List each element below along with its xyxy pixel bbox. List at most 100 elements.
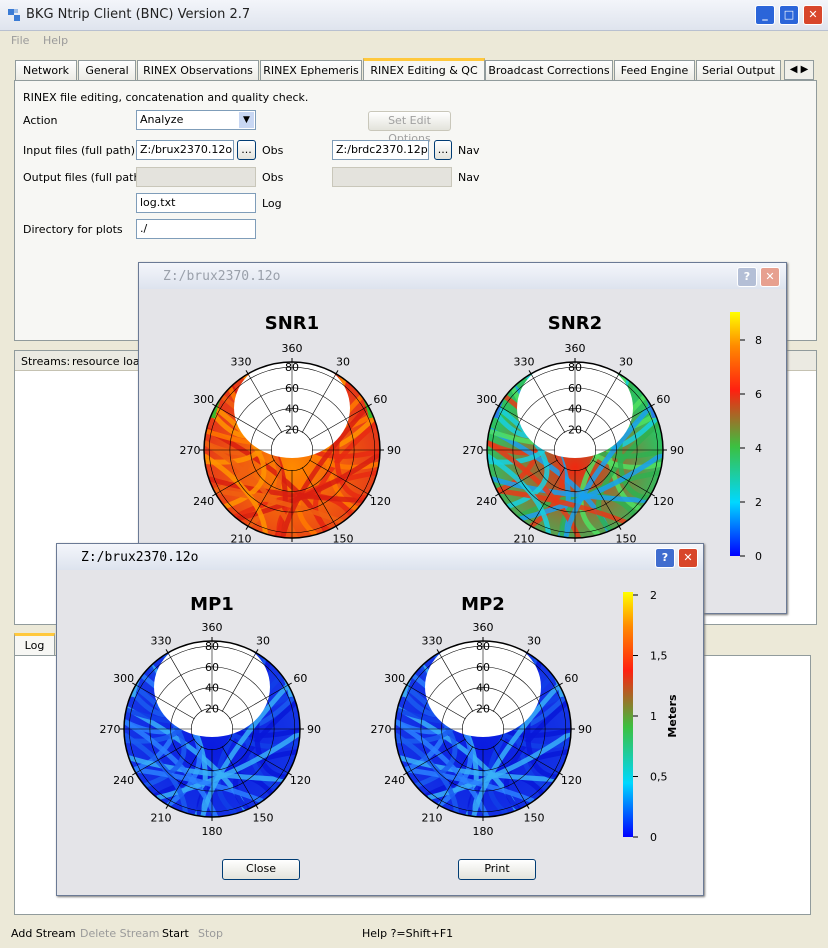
tab[interactable]: Network <box>15 60 77 80</box>
input-obs-field[interactable]: Z:/brux2370.12o <box>136 140 234 160</box>
nav-suffix: Nav <box>458 144 480 157</box>
track <box>133 767 264 804</box>
polar-tick <box>245 370 249 375</box>
close-button[interactable]: Close <box>222 859 300 880</box>
azimuth-label: 330 <box>231 356 252 369</box>
polar-spoke <box>530 373 566 433</box>
delete-stream-button[interactable]: Delete Stream <box>80 927 160 940</box>
set-edit-options-button[interactable]: Set Edit Options <box>368 111 451 145</box>
obs-suffix: Obs <box>262 144 284 157</box>
track <box>404 684 458 788</box>
colorbar <box>623 592 633 837</box>
plots-label: Directory for plots <box>23 223 123 236</box>
azimuth-label: 90 <box>387 444 401 457</box>
log-field[interactable]: log.txt <box>136 193 256 213</box>
track <box>133 684 187 788</box>
tab[interactable]: General <box>78 60 136 80</box>
plot-canvas: MP12040608036030609012015018021024027030… <box>100 589 680 844</box>
action-value: Analyze <box>140 113 184 126</box>
close-dialog-button[interactable]: ✕ <box>760 267 780 287</box>
polar-spoke <box>167 746 203 806</box>
menu-help[interactable]: Help <box>43 34 69 47</box>
colorbar-label: 2 <box>755 496 762 509</box>
close-window-button[interactable]: ✕ <box>803 5 823 25</box>
polar-tick <box>212 403 217 407</box>
output-nav-field[interactable] <box>332 167 452 187</box>
polar-tick <box>526 649 530 654</box>
minimize-button[interactable]: _ <box>755 5 775 25</box>
polar-spoke <box>492 652 528 712</box>
tab[interactable]: Broadcast Corrections <box>485 60 613 80</box>
polar-spoke <box>229 738 289 774</box>
log-tab[interactable]: Log <box>14 633 55 655</box>
polar-tick <box>528 525 532 530</box>
polar-spoke <box>229 684 289 720</box>
azimuth-label: 300 <box>384 672 405 685</box>
plot-title: MP1 <box>190 594 234 615</box>
browse-button[interactable]: ... <box>237 140 256 160</box>
polar-spoke <box>438 652 474 712</box>
polar-tick <box>245 525 249 530</box>
stop-button[interactable]: Stop <box>198 927 224 940</box>
azimuth-label: 30 <box>256 635 270 648</box>
polar-spoke <box>215 405 275 441</box>
azimuth-label: 60 <box>293 672 307 685</box>
tab[interactable]: RINEX Ephemeris <box>260 60 362 80</box>
dialog-title-bar <box>139 263 786 289</box>
print-button[interactable]: Print <box>458 859 536 880</box>
polar-spoke <box>167 652 203 712</box>
polar-tick <box>367 403 372 407</box>
track <box>496 488 627 525</box>
colorbar-title: Meters <box>666 694 679 738</box>
output-obs-field[interactable] <box>136 167 256 187</box>
menu-file[interactable]: File <box>11 34 30 47</box>
polar-spoke <box>592 405 652 441</box>
plots-field[interactable]: ./ <box>136 219 256 239</box>
azimuth-label: 210 <box>231 532 252 545</box>
polar-tick <box>132 682 137 686</box>
tab[interactable]: Feed Engine <box>614 60 695 80</box>
colorbar-label: 1,5 <box>650 650 668 663</box>
azimuth-label: 270 <box>100 723 121 736</box>
add-stream-button[interactable]: Add Stream <box>11 927 76 940</box>
azimuth-label: 150 <box>616 532 637 545</box>
azimuth-label: 270 <box>463 444 484 457</box>
tab[interactable]: Serial Output <box>696 60 781 80</box>
maximize-button[interactable]: □ <box>779 5 799 25</box>
azimuth-label: 360 <box>282 342 303 355</box>
status-help: Help ?=Shift+F1 <box>362 927 454 940</box>
action-combo[interactable]: Analyze ▼ <box>136 110 256 130</box>
nav-suffix: Nav <box>458 171 480 184</box>
tab[interactable]: RINEX Observations <box>137 60 259 80</box>
polar-tick <box>403 772 408 776</box>
colorbar-label: 4 <box>755 442 762 455</box>
help-button[interactable]: ? <box>655 548 675 568</box>
colorbar-label: 0 <box>650 831 657 844</box>
polar-tick <box>255 804 259 809</box>
browse-button[interactable]: ... <box>434 140 452 160</box>
azimuth-label: 150 <box>524 811 545 824</box>
azimuth-label: 240 <box>384 774 405 787</box>
polar-spoke <box>498 405 558 441</box>
azimuth-label: 300 <box>113 672 134 685</box>
polar-spoke <box>135 684 195 720</box>
track <box>404 767 535 804</box>
track <box>395 719 490 817</box>
input-nav-field[interactable]: Z:/brdc2370.12p <box>332 140 429 160</box>
track <box>128 755 285 782</box>
polar-tick <box>436 649 440 654</box>
polar-tick <box>132 772 137 776</box>
azimuth-label: 60 <box>373 393 387 406</box>
plot-dialog: Z:/brux2370.12o ? ✕ MP1 20 40 60 80 360 30 60 90… <box>56 543 704 896</box>
tab-scroll[interactable]: ◀ ▶ <box>784 60 814 80</box>
tab[interactable]: RINEX Editing & QC <box>363 58 485 81</box>
track <box>496 405 550 509</box>
polar-spoke <box>301 373 337 433</box>
start-button[interactable]: Start <box>162 927 189 940</box>
track <box>399 755 556 782</box>
close-dialog-button[interactable]: ✕ <box>678 548 698 568</box>
log-suffix: Log <box>262 197 282 210</box>
azimuth-label: 240 <box>113 774 134 787</box>
help-button[interactable]: ? <box>737 267 757 287</box>
streams-label: Streams: <box>21 355 71 368</box>
